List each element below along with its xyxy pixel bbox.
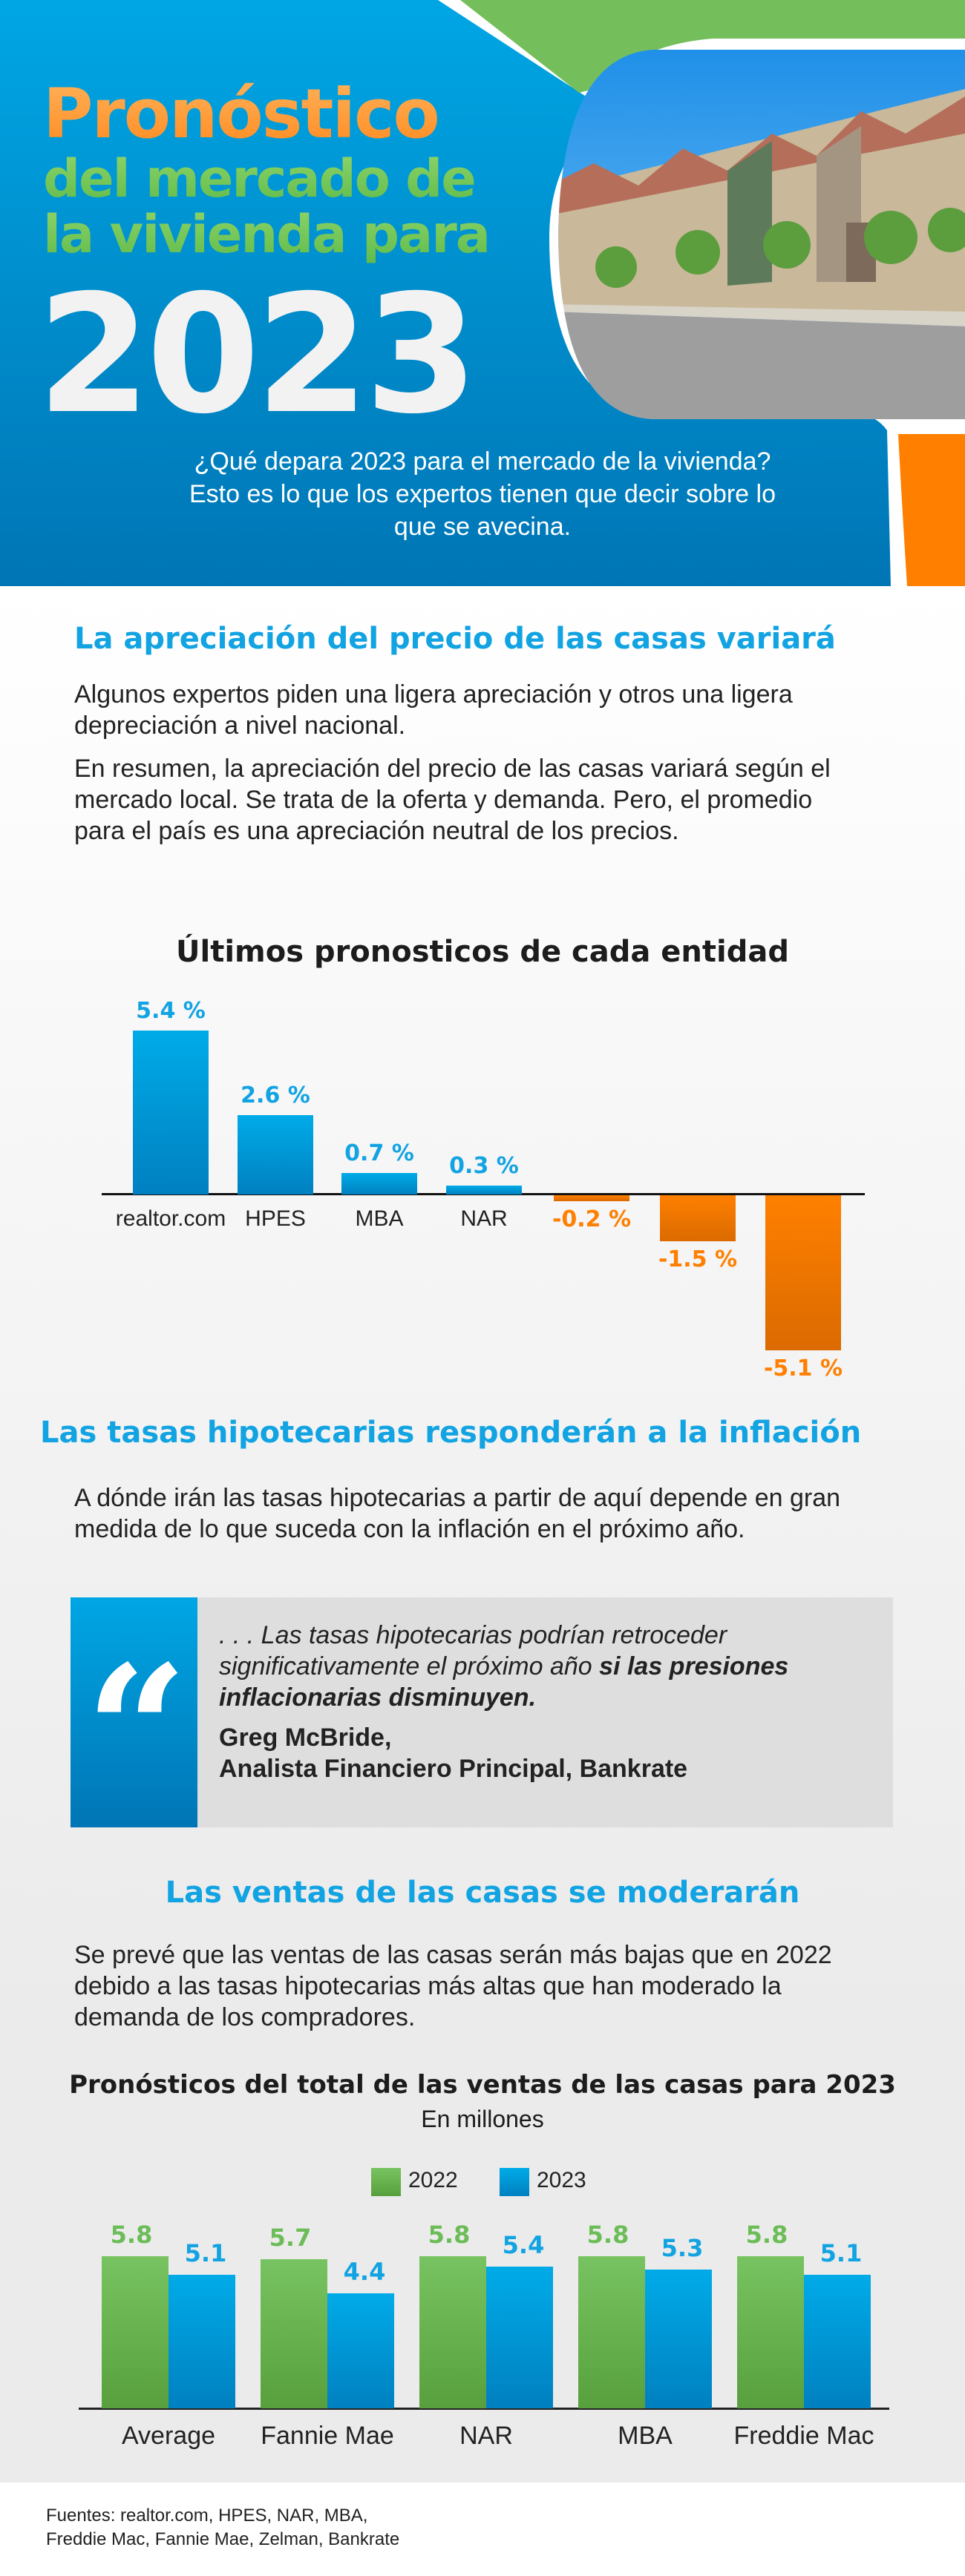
chart1-category-label: MBA (355, 1206, 404, 1231)
chart2-bar-2022 (102, 2256, 169, 2408)
chart2-value-label: 5.8 (586, 2221, 629, 2250)
chart2-bar-2022 (578, 2256, 645, 2408)
chart2-title: Pronósticos del total de las ventas de l… (69, 2070, 896, 2100)
quote-author: Greg McBride, (219, 1724, 392, 1752)
orange-accent (898, 434, 965, 586)
chart1-bar (660, 1195, 736, 1241)
quote-marks-icon: “ (85, 1626, 189, 1836)
chart2-value-label: 5.3 (661, 2233, 704, 2262)
quote-bold-text: si las presiones inflacionarias disminuy… (219, 1652, 789, 1712)
hero-banner: Pronóstico del mercado de la vivienda pa… (0, 0, 965, 586)
chart2-bar-2022 (737, 2256, 804, 2408)
quote-icon-panel: “ (71, 1597, 197, 1827)
chart1-category-label: realtor.com (115, 1206, 226, 1231)
section3-heading: Las ventas de las casas se moderarán (165, 1876, 800, 1910)
chart1-value-label: 0.7 % (344, 1140, 414, 1167)
chart1-bar (133, 1030, 209, 1195)
chart2-category-label: MBA (618, 2422, 673, 2450)
title-line-3: la vivienda para (43, 204, 491, 265)
quote-box: “ . . . Las tasas hipotecarias podrían r… (71, 1597, 893, 1827)
chart1-bar (341, 1173, 417, 1195)
sources-line-1: Fuentes: realtor.com, HPES, NAR, MBA, (46, 2506, 368, 2526)
chart1-value-label: 2.6 % (241, 1082, 310, 1109)
chart1-value-label: -0.2 % (552, 1206, 632, 1233)
legend-swatch-2022 (371, 2168, 401, 2196)
chart1-bar (238, 1115, 313, 1195)
chart1-value-label: 0.3 % (449, 1152, 519, 1179)
section1-heading: La apreciación del precio de las casas v… (74, 622, 836, 656)
chart2-value-label: 5.4 (502, 2231, 545, 2260)
chart2-value-label: 5.7 (269, 2223, 312, 2252)
chart2-bar-2023 (486, 2267, 553, 2408)
legend-label-2023: 2023 (537, 2168, 586, 2192)
hero-subtitle: ¿Qué depara 2023 para el mercado de la v… (189, 447, 776, 541)
chart2-baseline (79, 2408, 889, 2410)
chart1-category-label: NAR (460, 1206, 508, 1231)
chart2-value-label: 5.8 (745, 2221, 788, 2250)
chart1-value-label: -1.5 % (658, 1246, 738, 1272)
chart1-bar (446, 1185, 522, 1195)
chart1-bar (765, 1195, 841, 1351)
chart2-bar-2023 (169, 2274, 235, 2408)
section3-para: Se prevé que las ventas de las casas ser… (74, 1941, 832, 2031)
chart1-bar (554, 1195, 629, 1202)
chart1-category-label: HPES (245, 1206, 306, 1231)
chart2-subtitle: En millones (421, 2106, 544, 2132)
hero-decoration (438, 0, 965, 586)
chart2-bar-2022 (419, 2256, 486, 2408)
chart2-value-label: 5.8 (110, 2221, 153, 2250)
title-line-1: Pronóstico (43, 74, 440, 154)
section1-para1: Algunos expertos piden una ligera apreci… (74, 680, 793, 740)
houses-photo (558, 50, 965, 419)
chart2-category-label: Freddie Mac (733, 2422, 874, 2450)
chart2-category-label: Average (121, 2422, 216, 2450)
section1-para2: En resumen, la apreciación del precio de… (74, 755, 831, 845)
legend-label-2022: 2022 (408, 2168, 458, 2192)
section2-heading: Las tasas hipotecarias responderán a la … (40, 1416, 862, 1450)
sources-line-2: Freddie Mac, Fannie Mae, Zelman, Bankrat… (46, 2529, 400, 2549)
chart2-bar-2023 (645, 2269, 712, 2408)
title-year: 2023 (37, 260, 478, 450)
chart1-value-label: -5.1 % (763, 1356, 843, 1382)
sources: Fuentes: realtor.com, HPES, NAR, MBA, Fr… (46, 2504, 399, 2552)
chart2-value-label: 5.1 (820, 2238, 863, 2267)
chart1-value-label: 5.4 % (136, 997, 206, 1024)
green-accent (460, 0, 965, 93)
title-line-2: del mercado de (43, 148, 477, 209)
quote-text: . . . Las tasas hipotecarias podrían ret… (219, 1621, 727, 1680)
quote-role: Analista Financiero Principal, Bankrate (219, 1755, 688, 1783)
chart2-bar-2022 (261, 2258, 327, 2408)
chart2-value-label: 4.4 (343, 2257, 386, 2286)
chart2-bar-2023 (327, 2293, 394, 2408)
chart1-title: Últimos pronosticos de cada entidad (176, 935, 789, 969)
chart2-category-label: Fannie Mae (261, 2422, 394, 2450)
chart2-value-label: 5.1 (184, 2238, 227, 2267)
section2-para: A dónde irán las tasas hipotecarias a pa… (74, 1484, 841, 1543)
chart2-bar-2023 (804, 2274, 871, 2408)
chart2-category-label: NAR (459, 2422, 513, 2450)
legend-swatch-2023 (500, 2168, 529, 2196)
chart2-value-label: 5.8 (428, 2221, 471, 2250)
